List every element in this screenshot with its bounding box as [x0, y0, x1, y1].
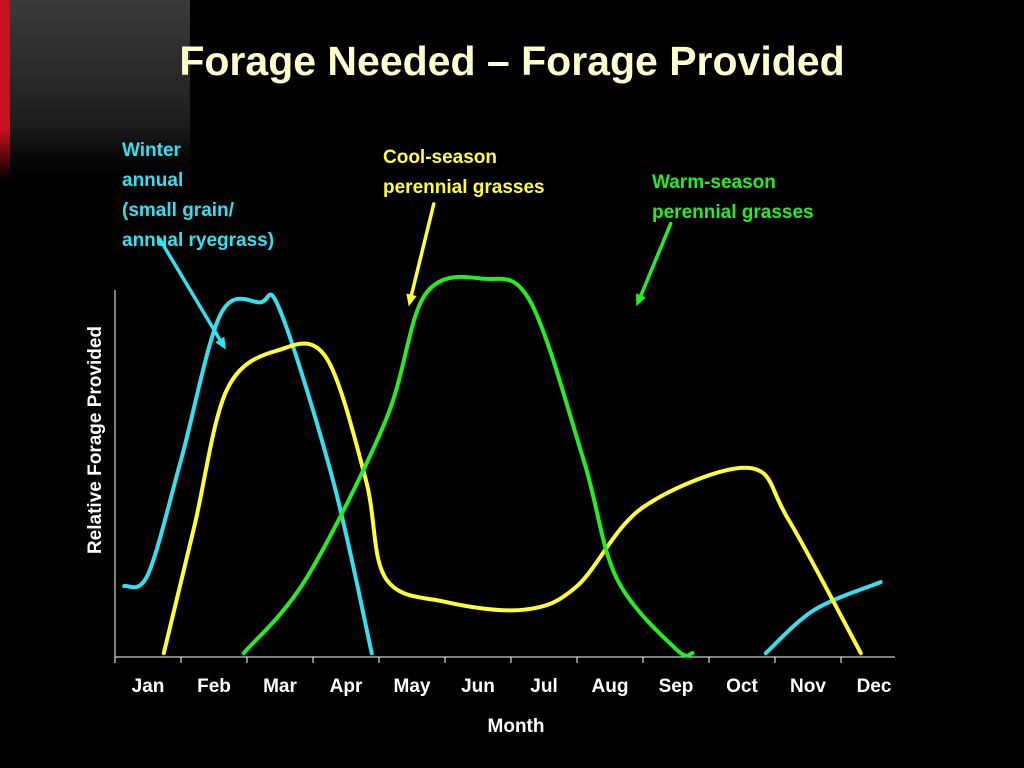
x-tick-label-nov: Nov	[790, 676, 826, 697]
winter-annual-label: Winter annual (small grain/ annual ryegr…	[122, 140, 275, 251]
cool-season-label: Cool-season perennial grasses	[383, 147, 545, 198]
chart-arrows	[158, 202, 673, 350]
x-tick-label-dec: Dec	[857, 676, 892, 697]
warm-season-arrow-head	[636, 293, 646, 307]
winter-annual-arrow-head	[215, 336, 226, 350]
x-tick-label-feb: Feb	[197, 676, 231, 697]
chart-series	[122, 275, 883, 658]
x-tick-label-sep: Sep	[659, 676, 694, 697]
cool-season-line	[161, 341, 863, 656]
cool-season-arrow-shaft	[409, 202, 436, 300]
chart-tick-labels: Jan Feb Mar Apr May Jun Jul Aug Sep Oct Nov Dec	[132, 676, 892, 697]
x-tick-label-may: May	[394, 676, 431, 697]
winter-annual-line-2	[763, 580, 883, 656]
x-tick-label-aug: Aug	[592, 676, 629, 697]
x-tick-label-mar: Mar	[263, 676, 297, 697]
x-axis-label: Month	[487, 716, 545, 737]
x-tick-label-jul: Jul	[530, 676, 557, 697]
chart-axes	[114, 290, 895, 663]
winter-annual-arrow-shaft	[158, 237, 223, 344]
x-tick-label-oct: Oct	[726, 676, 758, 697]
warm-season-label: Warm-season perennial grasses	[652, 172, 814, 223]
warm-season-arrow-shaft	[638, 221, 673, 300]
slide-title: Forage Needed – Forage Provided	[179, 38, 845, 84]
cool-season-arrow-head	[406, 293, 417, 307]
y-axis-label: Relative Forage Provided	[85, 325, 106, 555]
winter-annual-line-1	[122, 292, 374, 656]
x-tick-label-jun: Jun	[461, 676, 495, 697]
x-tick-label-apr: Apr	[330, 676, 363, 697]
warm-season-line	[241, 275, 695, 658]
x-tick-label-jan: Jan	[132, 676, 165, 697]
logo-watermark	[0, 0, 190, 180]
